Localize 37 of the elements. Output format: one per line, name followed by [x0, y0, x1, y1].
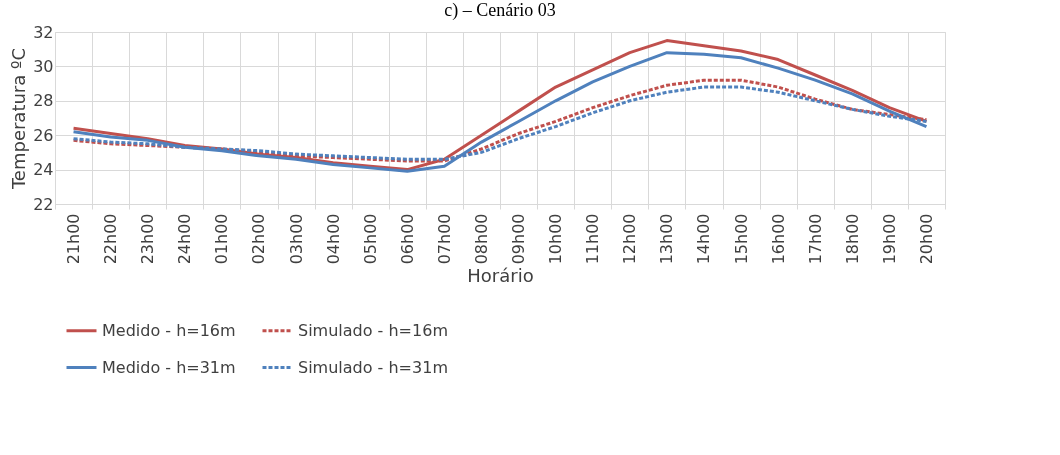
x-tick-label: 24h00: [175, 213, 195, 265]
x-tick-label: 07h00: [434, 213, 454, 265]
x-tick-label: 06h00: [397, 213, 417, 265]
x-tick-label: 09h00: [509, 213, 529, 265]
y-tick-label: 22: [33, 194, 54, 214]
legend-label: Simulado - h=31m: [298, 357, 448, 377]
x-tick-label: 22h00: [101, 213, 121, 265]
x-tick-label: 19h00: [879, 213, 899, 265]
x-tick-label: 01h00: [212, 213, 232, 265]
x-tick-label: 02h00: [249, 213, 269, 265]
x-tick-label: 14h00: [694, 213, 714, 265]
x-tick-label: 05h00: [360, 213, 380, 265]
x-tick-label: 16h00: [768, 213, 788, 265]
x-tick-label: 18h00: [842, 213, 862, 265]
x-tick-label: 12h00: [620, 213, 640, 265]
chart-title: c) – Cenário 03: [444, 0, 556, 21]
y-axis-title: Temperatura ºC: [8, 47, 30, 191]
y-tick-label: 24: [33, 160, 54, 180]
x-tick-label: 17h00: [805, 213, 825, 265]
x-axis-title: Horário: [467, 265, 534, 287]
y-tick-label: 30: [33, 56, 54, 76]
x-tick-label: 20h00: [916, 213, 936, 265]
x-tick-label: 11h00: [583, 213, 603, 265]
y-tick-label: 28: [33, 91, 54, 111]
x-tick-label: 15h00: [731, 213, 751, 265]
x-tick-label: 04h00: [323, 213, 343, 265]
y-tick-label: 26: [33, 125, 54, 145]
x-tick-label: 10h00: [546, 213, 566, 265]
legend-label: Medido - h=16m: [102, 320, 236, 340]
legend-label: Medido - h=31m: [102, 357, 236, 377]
legend-label: Simulado - h=16m: [298, 320, 448, 340]
x-tick-label: 08h00: [471, 213, 491, 265]
y-tick-label: 32: [33, 22, 54, 42]
x-tick-label: 21h00: [64, 213, 84, 265]
x-tick-label: 03h00: [286, 213, 306, 265]
x-tick-label: 13h00: [657, 213, 677, 265]
x-tick-label: 23h00: [138, 213, 158, 265]
